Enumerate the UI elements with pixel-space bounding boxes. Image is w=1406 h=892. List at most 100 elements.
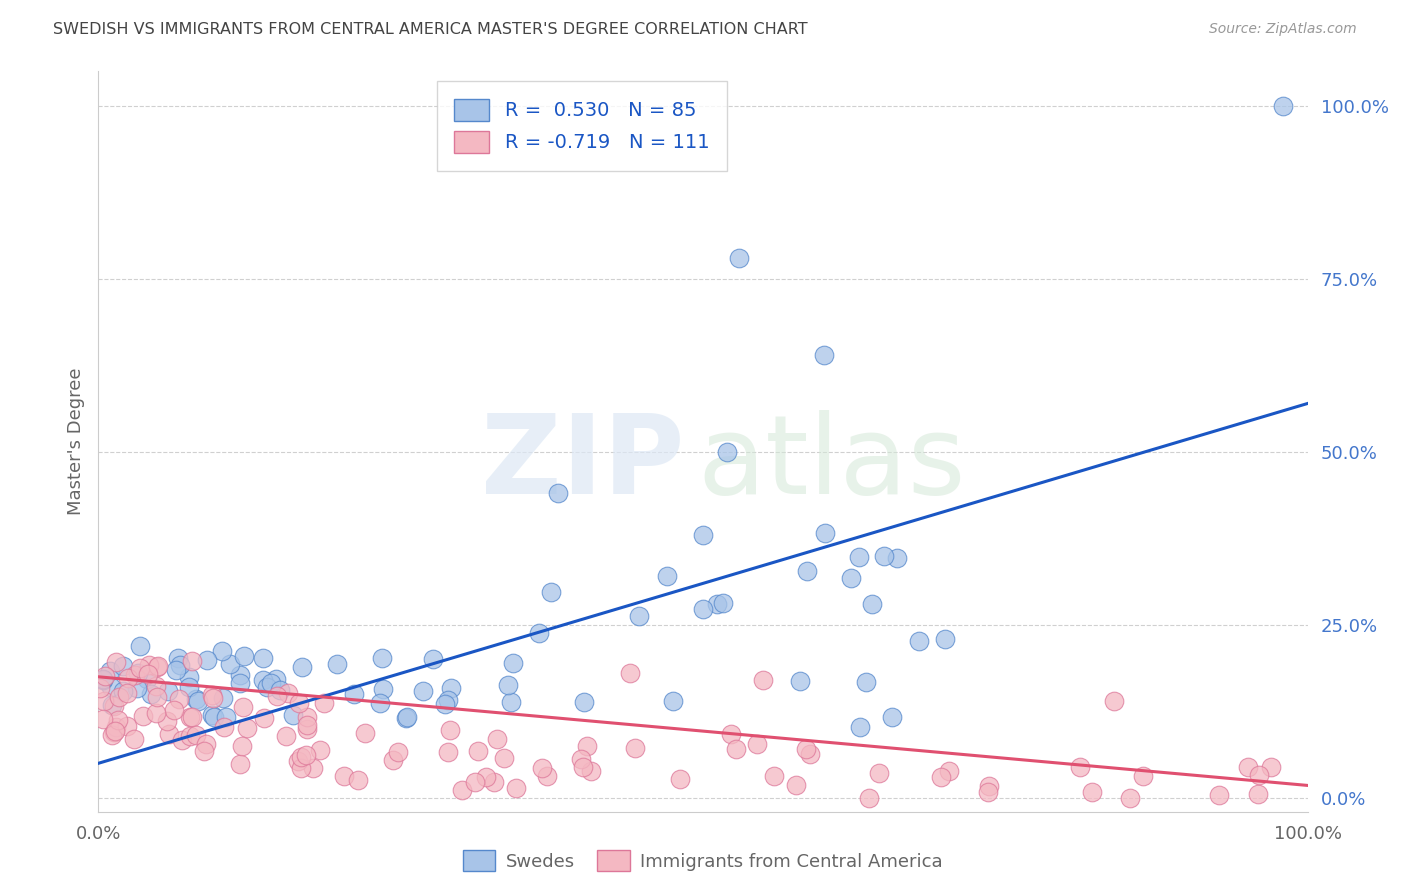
Point bbox=[977, 785, 1000, 799]
Point bbox=[794, 741, 817, 756]
Point bbox=[624, 740, 647, 755]
Point bbox=[669, 772, 692, 787]
Point bbox=[527, 625, 550, 640]
Point bbox=[371, 682, 394, 697]
Point bbox=[502, 656, 524, 670]
Point bbox=[711, 595, 734, 609]
Point bbox=[412, 684, 434, 698]
Point bbox=[139, 687, 162, 701]
Point bbox=[202, 710, 225, 724]
Point bbox=[467, 744, 489, 758]
Point bbox=[619, 666, 641, 681]
Point bbox=[929, 770, 952, 784]
Point bbox=[848, 549, 870, 564]
Point bbox=[382, 754, 405, 768]
Point bbox=[485, 731, 508, 746]
Point bbox=[194, 737, 217, 751]
Point bbox=[218, 657, 240, 671]
Point bbox=[105, 720, 128, 734]
Point bbox=[855, 675, 877, 690]
Point bbox=[395, 711, 418, 725]
Point bbox=[177, 680, 200, 694]
Point bbox=[179, 729, 201, 743]
Point bbox=[91, 672, 114, 686]
Legend: R =  0.530   N = 85, R = -0.719   N = 111: R = 0.530 N = 85, R = -0.719 N = 111 bbox=[437, 81, 727, 170]
Point bbox=[231, 739, 253, 753]
Point bbox=[368, 696, 391, 710]
Point bbox=[287, 754, 309, 768]
Point bbox=[138, 657, 160, 672]
Point bbox=[706, 597, 728, 611]
Point bbox=[187, 694, 209, 708]
Point bbox=[269, 683, 291, 698]
Point bbox=[253, 710, 276, 724]
Point bbox=[201, 688, 224, 702]
Point bbox=[873, 549, 896, 563]
Point bbox=[294, 747, 316, 762]
Point bbox=[107, 713, 129, 727]
Point bbox=[785, 778, 807, 792]
Point bbox=[325, 657, 347, 672]
Text: SWEDISH VS IMMIGRANTS FROM CENTRAL AMERICA MASTER'S DEGREE CORRELATION CHART: SWEDISH VS IMMIGRANTS FROM CENTRAL AMERI… bbox=[53, 22, 808, 37]
Point bbox=[101, 698, 124, 712]
Point bbox=[233, 649, 256, 664]
Point bbox=[136, 672, 159, 686]
Point bbox=[127, 665, 149, 680]
Point bbox=[977, 779, 1000, 793]
Point bbox=[886, 551, 908, 566]
Point bbox=[1249, 768, 1271, 782]
Point bbox=[146, 659, 169, 673]
Point bbox=[464, 775, 486, 789]
Point bbox=[343, 687, 366, 701]
Point bbox=[752, 673, 775, 688]
Point bbox=[576, 739, 599, 753]
Point bbox=[724, 742, 747, 756]
Point bbox=[536, 769, 558, 783]
Point bbox=[93, 694, 115, 708]
Point bbox=[499, 695, 522, 709]
Point bbox=[165, 663, 187, 677]
Point bbox=[332, 769, 354, 783]
Point bbox=[252, 673, 274, 688]
Point bbox=[655, 569, 678, 583]
Point bbox=[157, 727, 180, 741]
Point bbox=[145, 706, 167, 720]
Point bbox=[232, 700, 254, 714]
Point bbox=[181, 709, 204, 723]
Point bbox=[260, 676, 283, 690]
Point bbox=[229, 675, 252, 690]
Point bbox=[1069, 760, 1091, 774]
Point bbox=[214, 710, 236, 724]
Point bbox=[309, 742, 332, 756]
Point bbox=[312, 696, 335, 710]
Point bbox=[290, 749, 312, 764]
Point bbox=[762, 769, 785, 783]
Point bbox=[1260, 760, 1282, 774]
Point bbox=[117, 671, 139, 685]
Point bbox=[1247, 788, 1270, 802]
Point bbox=[1081, 785, 1104, 799]
Point bbox=[108, 690, 131, 705]
Point bbox=[252, 651, 274, 665]
Point bbox=[422, 652, 444, 666]
Point bbox=[103, 725, 125, 739]
Point bbox=[860, 597, 883, 611]
Point bbox=[156, 684, 179, 698]
Point bbox=[122, 731, 145, 746]
Point bbox=[347, 773, 370, 788]
Point bbox=[849, 720, 872, 734]
Point bbox=[505, 781, 527, 796]
Point bbox=[540, 585, 562, 599]
Point bbox=[124, 668, 146, 682]
Point bbox=[720, 727, 742, 741]
Point bbox=[661, 694, 683, 708]
Point bbox=[437, 693, 460, 707]
Point bbox=[184, 728, 207, 742]
Point bbox=[475, 770, 498, 784]
Point bbox=[236, 721, 259, 735]
Text: atlas: atlas bbox=[697, 410, 966, 517]
Point bbox=[127, 681, 149, 695]
Point bbox=[387, 745, 409, 759]
Y-axis label: Master's Degree: Master's Degree bbox=[66, 368, 84, 516]
Point bbox=[129, 639, 152, 653]
